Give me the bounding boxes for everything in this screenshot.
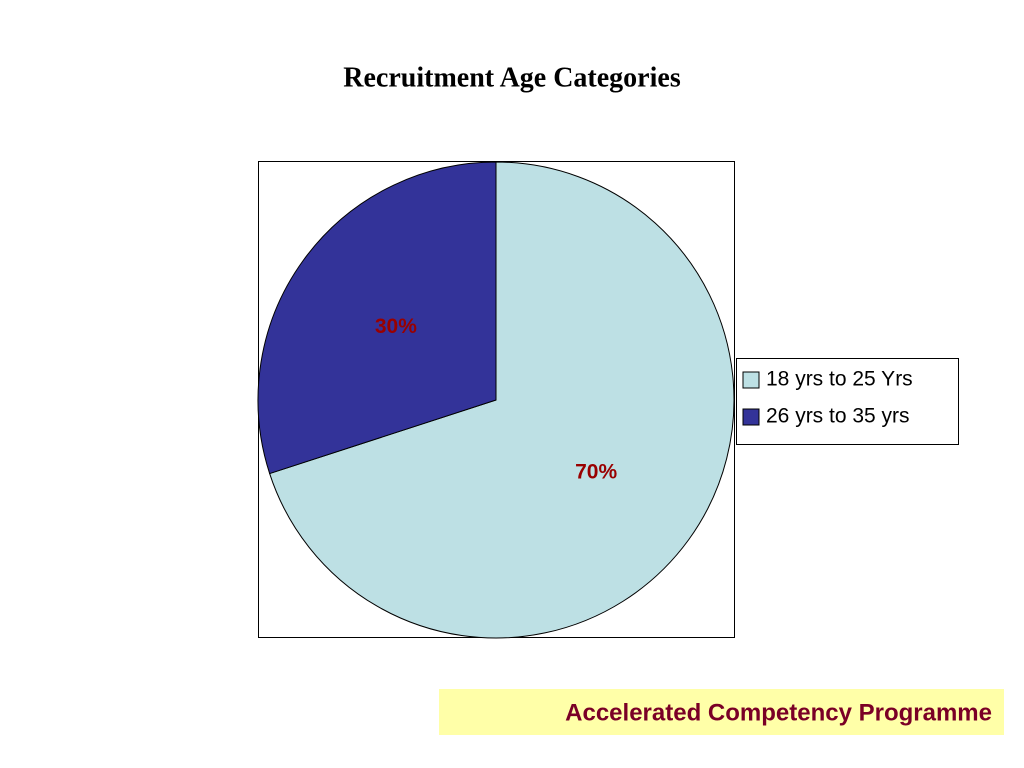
pie-slice [257, 161, 497, 475]
value-label: 70% [575, 460, 617, 483]
legend-label: 26 yrs to 35 yrs [766, 405, 910, 428]
value-label: 30% [375, 315, 417, 338]
chart-title: Recruitment Age Categories [343, 62, 681, 93]
pie-slice [269, 161, 735, 639]
footer: Accelerated Competency Programme [565, 699, 992, 726]
legend-label: 18 yrs to 25 Yrs [766, 368, 913, 391]
legend-box [736, 358, 959, 445]
legend-swatch [742, 408, 760, 426]
footer-box [439, 689, 1004, 735]
legend-swatch [742, 371, 760, 389]
